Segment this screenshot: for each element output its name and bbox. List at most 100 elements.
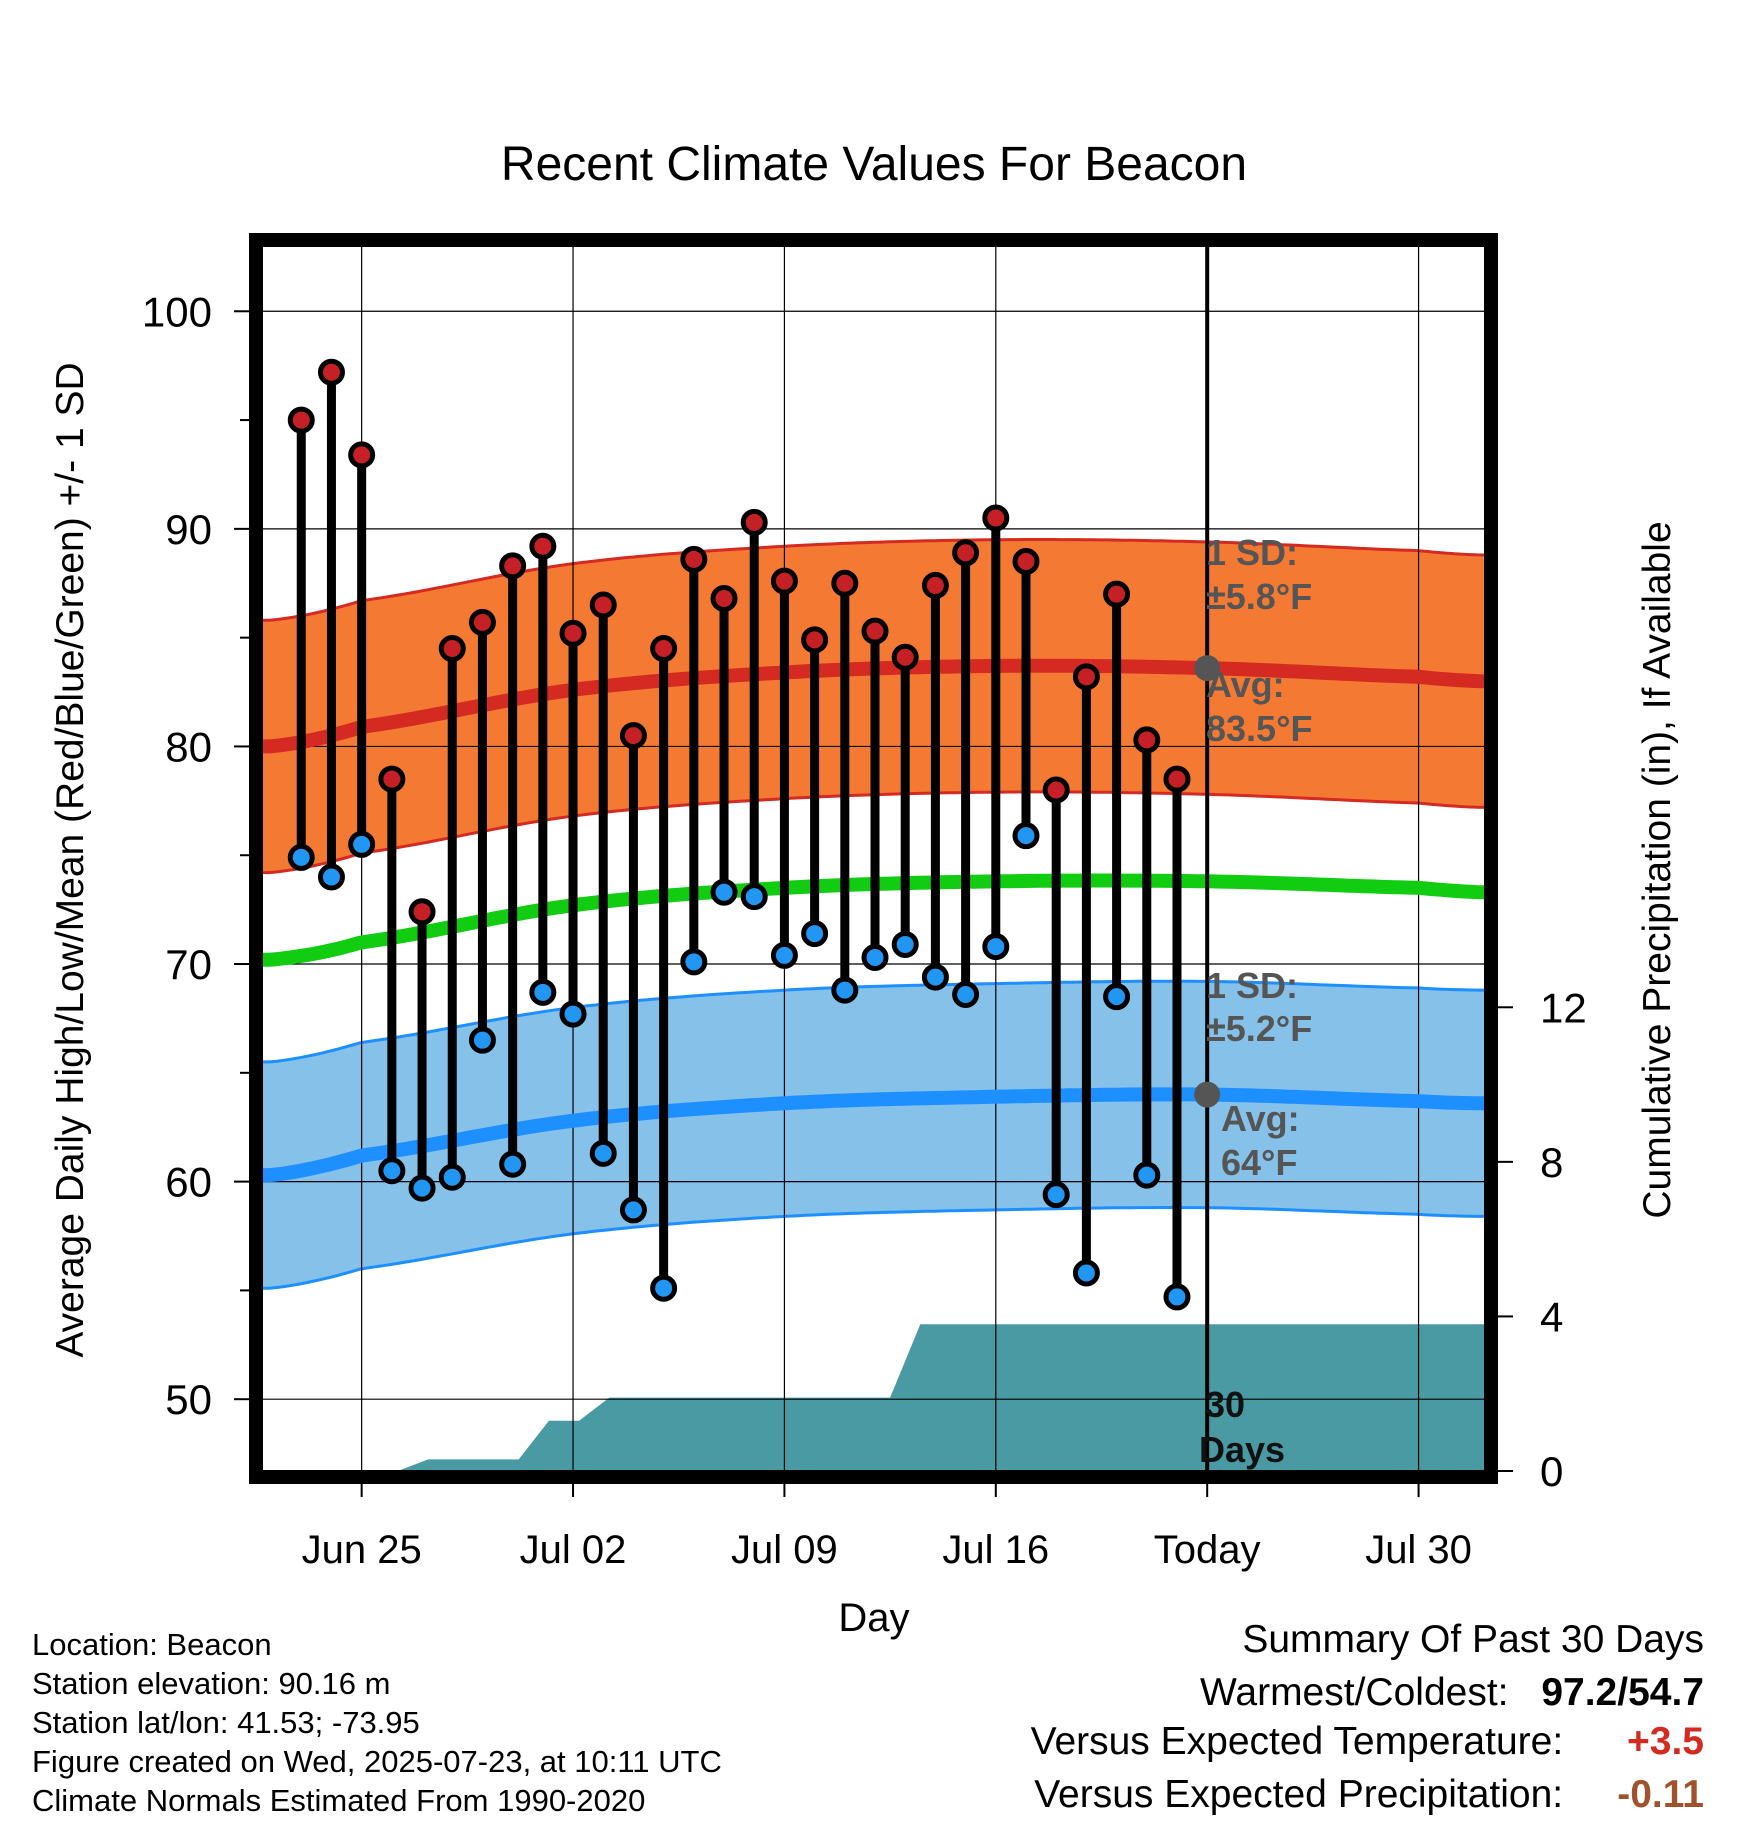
- plot-area: [262, 246, 1485, 1471]
- low-temp-point: [1042, 1181, 1070, 1209]
- annotations: 1 SD: ±5.8°F Avg: 83.5°F 1 SD: ±5.2°F Av…: [1199, 532, 1312, 1470]
- y-tick-label: 100: [142, 288, 212, 335]
- low-temp-point: [499, 1150, 527, 1178]
- high-temp-point: [1042, 776, 1070, 804]
- precip-area: [262, 1324, 1485, 1471]
- precip-label: Versus Expected Precipitation:: [1034, 1773, 1564, 1816]
- high-temp-point: [408, 898, 436, 926]
- precip-tick-label: 12: [1540, 984, 1587, 1031]
- low-temp-point: [982, 933, 1010, 961]
- high-temp-point: [650, 635, 678, 663]
- high-temp-point: [710, 584, 738, 612]
- low-temp-point: [1072, 1259, 1100, 1287]
- high-temp-point: [378, 765, 406, 793]
- y-tick-label: 80: [165, 723, 212, 770]
- summary-temp: Versus Expected Temperature: +3.5: [1031, 1720, 1704, 1764]
- precip-tick-label: 8: [1540, 1139, 1563, 1186]
- high-temp-point: [861, 617, 889, 645]
- y-tick-label: 50: [165, 1376, 212, 1423]
- y-axis-label-left: Average Daily High/Low/Mean (Red/Blue/Gr…: [49, 362, 92, 1357]
- high-avg-label: Avg:: [1206, 664, 1285, 705]
- high-temp-point: [589, 591, 617, 619]
- low-temp-point: [891, 930, 919, 958]
- x-tick-label: Today: [1154, 1528, 1261, 1572]
- low-temp-point: [831, 976, 859, 1004]
- low-avg-label: Avg:: [1221, 1098, 1300, 1139]
- low-temp-point: [650, 1274, 678, 1302]
- low-temp-point: [438, 1163, 466, 1191]
- chart-title: Recent Climate Values For Beacon: [501, 138, 1247, 191]
- x-tick-label: Jul 02: [520, 1528, 627, 1572]
- high-temp-point: [529, 532, 557, 560]
- x-tick-label: Jul 09: [731, 1528, 838, 1572]
- y-axis-label-right: Cumulative Precipitation (in), If Availa…: [1636, 521, 1679, 1218]
- high-temp-point: [559, 619, 587, 647]
- low-sd-lower-line: [262, 1206, 1485, 1290]
- created-text: Figure created on Wed, 2025-07-23, at 10…: [32, 1744, 722, 1779]
- low-temp-point: [529, 978, 557, 1006]
- plot-frame: [249, 233, 1498, 1484]
- high-temp-point: [921, 571, 949, 599]
- station-info: Location: Beacon Station elevation: 90.1…: [32, 1625, 722, 1820]
- summary-precip: Versus Expected Precipitation: -0.11: [1034, 1773, 1704, 1817]
- high-temp-point: [287, 406, 315, 434]
- high-temp-point: [680, 545, 708, 573]
- high-temp-point: [438, 635, 466, 663]
- low-temp-point: [1103, 983, 1131, 1011]
- high-temp-point: [499, 552, 527, 580]
- high-temp-point: [317, 358, 345, 386]
- low-sd-label: 1 SD:: [1206, 965, 1298, 1006]
- low-temp-point: [348, 830, 376, 858]
- axes: 50 60 70 80 90 100 0 4 8 12 Jun 25 Jul 02 Jul 09 Jul …: [142, 233, 1587, 1572]
- x-tick-label: Jul 16: [942, 1528, 1049, 1572]
- warm-cold-label: Warmest/Coldest:: [1200, 1671, 1509, 1714]
- low-temp-point: [619, 1196, 647, 1224]
- high-temp-point: [891, 643, 919, 671]
- x-tick-label: Jul 30: [1365, 1528, 1472, 1572]
- low-temp-point: [921, 963, 949, 991]
- low-temp-point: [589, 1139, 617, 1167]
- precip-value: -0.11: [1617, 1773, 1704, 1816]
- location-text: Location: Beacon: [32, 1627, 272, 1662]
- low-temp-point: [710, 878, 738, 906]
- low-temp-point: [468, 1026, 496, 1054]
- high-sd-upper-line: [262, 538, 1485, 622]
- high-avg-value: 83.5°F: [1206, 708, 1312, 749]
- low-temp-point: [952, 980, 980, 1008]
- high-sd-value: ±5.8°F: [1206, 576, 1312, 617]
- low-normal-line: [262, 1087, 1485, 1183]
- high-temp-point: [740, 508, 768, 536]
- low-temp-point: [740, 883, 768, 911]
- low-temp-point: [559, 1000, 587, 1028]
- high-temp-point: [1163, 765, 1191, 793]
- low-temp-point: [680, 948, 708, 976]
- elevation-text: Station elevation: 90.16 m: [32, 1666, 391, 1701]
- normals-text: Climate Normals Estimated From 1990-2020: [32, 1783, 646, 1818]
- high-temp-point: [831, 569, 859, 597]
- low-temp-point: [1163, 1283, 1191, 1311]
- precip-tick-label: 4: [1540, 1293, 1563, 1340]
- low-temp-point: [1133, 1161, 1161, 1189]
- summary-warm-cold: Warmest/Coldest: 97.2/54.7: [1200, 1671, 1704, 1715]
- temp-label: Versus Expected Temperature:: [1030, 1720, 1564, 1763]
- low-temp-point: [408, 1174, 436, 1202]
- high-temp-point: [982, 504, 1010, 532]
- today-low-avg-marker: [1194, 1081, 1221, 1108]
- low-temp-point: [287, 843, 315, 871]
- high-temp-point: [1072, 663, 1100, 691]
- y-tick-label: 90: [165, 506, 212, 553]
- high-temp-point: [468, 608, 496, 636]
- low-temp-point: [801, 920, 829, 948]
- high-sd-label: 1 SD:: [1206, 532, 1298, 573]
- low-temp-point: [1012, 822, 1040, 850]
- days-count-label: 30: [1205, 1384, 1245, 1425]
- y-tick-label: 60: [165, 1159, 212, 1206]
- high-temp-point: [801, 626, 829, 654]
- y-tick-label: 70: [165, 941, 212, 988]
- latlon-text: Station lat/lon: 41.53; -73.95: [32, 1705, 420, 1740]
- x-axis-label: Day: [838, 1596, 909, 1640]
- high-temp-point: [1012, 547, 1040, 575]
- high-temp-point: [952, 539, 980, 567]
- summary-title: Summary Of Past 30 Days: [1242, 1618, 1704, 1661]
